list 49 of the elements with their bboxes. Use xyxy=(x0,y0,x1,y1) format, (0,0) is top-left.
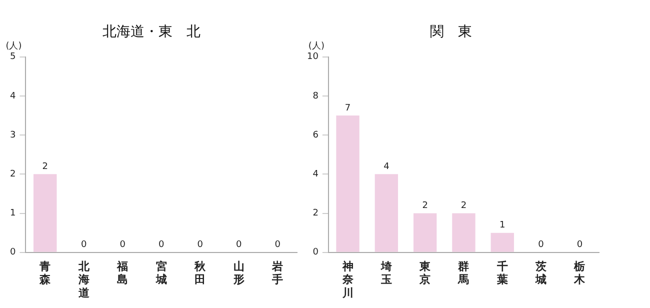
x-tick-label: 福島 xyxy=(116,260,128,286)
y-tick-label: 0 xyxy=(10,248,16,258)
x-tick-label: 青森 xyxy=(38,260,52,286)
x-tick-label: 茨城 xyxy=(534,260,548,286)
data-label: 0 xyxy=(236,240,242,250)
chart-title: 北海道・東 北 xyxy=(102,24,200,40)
y-tick-label: 6 xyxy=(312,130,319,140)
bar xyxy=(490,232,514,252)
data-label: 1 xyxy=(500,220,506,231)
y-tick-label: 2 xyxy=(312,208,318,219)
y-tick-label: 8 xyxy=(312,91,319,102)
y-tick-label: 4 xyxy=(312,170,319,180)
chart-title: 関 東 xyxy=(430,24,472,40)
data-label: 0 xyxy=(80,240,87,250)
x-tick-label: 千葉 xyxy=(496,260,508,286)
data-label: 0 xyxy=(120,240,126,250)
data-label: 0 xyxy=(197,240,204,250)
x-tick-label: 群馬 xyxy=(457,260,470,286)
data-label: 2 xyxy=(42,162,48,172)
x-tick-label: 宮城 xyxy=(154,260,167,286)
x-tick-label: 北海道 xyxy=(77,260,90,300)
y-tick-label: 0 xyxy=(312,248,319,258)
x-tick-label: 秋田 xyxy=(194,260,207,286)
y-tick-label: 1 xyxy=(10,208,16,219)
y-tick-label: 2 xyxy=(10,170,16,180)
data-label: 0 xyxy=(158,240,164,250)
bar xyxy=(452,213,476,252)
y-tick-label: 4 xyxy=(10,91,16,102)
data-label: 7 xyxy=(344,103,351,114)
x-tick-label: 栃木 xyxy=(573,260,586,286)
x-tick-label: 埼玉 xyxy=(380,260,392,286)
data-label: 0 xyxy=(274,240,281,250)
y-axis-title: (人) xyxy=(308,40,324,52)
x-tick-label: 山形 xyxy=(232,260,244,286)
x-tick-label: 岩手 xyxy=(271,260,284,286)
data-label: 2 xyxy=(460,201,467,212)
y-axis-title: (人) xyxy=(6,40,22,52)
y-tick-label: 5 xyxy=(10,52,16,62)
y-tick-label: 10 xyxy=(307,52,319,62)
x-tick-label: 神奈川 xyxy=(341,260,354,300)
x-tick-label: 東京 xyxy=(418,260,432,286)
data-label: 2 xyxy=(422,201,428,212)
data-label: 4 xyxy=(384,162,390,172)
bar xyxy=(413,213,437,252)
y-tick-label: 3 xyxy=(10,130,16,140)
data-label: 0 xyxy=(576,240,583,250)
bar xyxy=(336,115,360,252)
data-label: 0 xyxy=(538,240,544,250)
bar xyxy=(374,174,398,252)
